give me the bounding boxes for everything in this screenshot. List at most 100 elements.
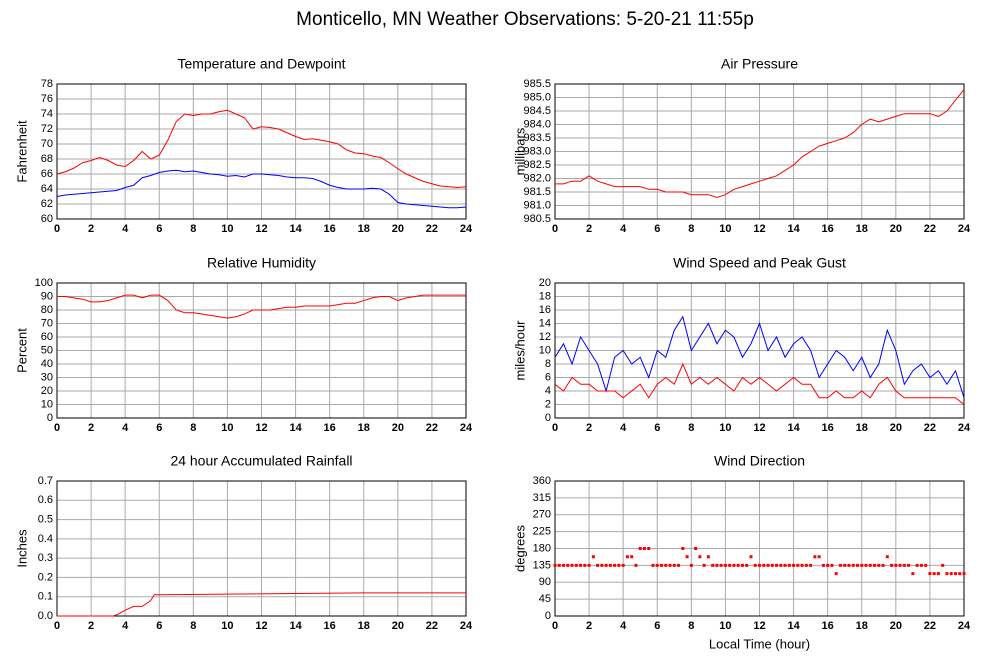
y-tick-label: 50: [41, 344, 53, 356]
y-tick-label: 985.5: [523, 78, 551, 90]
data-point: [591, 555, 595, 559]
data-point: [638, 547, 642, 550]
y-axis-label: miles/hour: [512, 320, 527, 381]
y-axis-label: Inches: [14, 529, 29, 568]
y-tick-label: 100: [35, 277, 53, 289]
data-point: [617, 563, 621, 567]
x-tick-label: 10: [221, 620, 233, 632]
data-point: [817, 555, 821, 559]
y-tick-label: 360: [533, 475, 551, 487]
panel-title: Wind Speed and Peak Gust: [673, 255, 846, 271]
x-tick-label: 2: [88, 620, 94, 632]
data-point: [702, 563, 706, 567]
data-point: [770, 563, 774, 567]
panel-title: Air Pressure: [721, 56, 798, 72]
x-tick-label: 22: [426, 422, 438, 434]
x-tick-label: 20: [890, 422, 902, 434]
x-tick-label: 8: [688, 223, 694, 235]
data-point: [860, 563, 864, 567]
x-tick-label: 12: [753, 223, 765, 235]
data-point: [800, 563, 804, 567]
data-line: [56, 109, 467, 189]
data-point: [634, 563, 638, 567]
data-point: [587, 563, 591, 567]
x-tick-label: 22: [426, 620, 438, 632]
x-tick-label: 24: [958, 620, 971, 632]
data-point: [664, 563, 668, 567]
data-point: [753, 563, 757, 567]
x-tick-label: 12: [753, 422, 765, 434]
y-tick-label: 66: [41, 168, 53, 180]
x-tick-label: 4: [122, 223, 129, 235]
x-tick-label: 12: [255, 422, 267, 434]
data-line: [56, 169, 467, 209]
y-tick-label: 14: [539, 317, 551, 329]
plot-frame: [554, 83, 965, 220]
data-point: [779, 563, 783, 567]
x-tick-label: 2: [88, 223, 94, 235]
data-line: [57, 294, 466, 319]
data-point: [579, 563, 583, 567]
data-point: [557, 563, 561, 567]
x-tick-label: 20: [392, 620, 404, 632]
data-point: [711, 563, 715, 567]
y-tick-label: 72: [41, 123, 53, 135]
data-point: [719, 563, 723, 567]
y-tick-label: 180: [533, 542, 551, 554]
y-tick-label: 8: [545, 358, 551, 370]
data-point: [745, 563, 749, 567]
x-tick-label: 18: [856, 620, 868, 632]
x-tick-label: 4: [620, 422, 627, 434]
y-tick-label: 16: [539, 304, 551, 316]
y-tick-label: 981.0: [523, 199, 551, 211]
y-tick-label: 0: [47, 412, 53, 424]
y-tick-label: 0.3: [38, 552, 53, 564]
x-tick-label: 14: [787, 422, 800, 434]
x-tick-label: 8: [190, 620, 196, 632]
x-tick-label: 0: [54, 223, 60, 235]
data-point: [847, 563, 851, 567]
data-point: [958, 572, 962, 576]
x-tick-label: 6: [156, 223, 162, 235]
data-point: [732, 563, 736, 567]
data-point: [728, 563, 732, 567]
x-tick-label: 0: [552, 620, 558, 632]
data-point: [877, 563, 881, 567]
x-tick-label: 8: [688, 422, 694, 434]
x-tick-label: 10: [719, 620, 731, 632]
data-point: [570, 563, 574, 567]
x-tick-label: 22: [924, 223, 936, 235]
x-tick-label: 22: [924, 422, 936, 434]
data-point: [809, 563, 813, 567]
y-tick-label: 982.5: [523, 159, 551, 171]
y-tick-label: 60: [41, 331, 53, 343]
data-point: [864, 563, 868, 567]
data-point: [766, 563, 770, 567]
data-point: [804, 563, 808, 567]
x-tick-label: 2: [88, 422, 94, 434]
data-point: [890, 563, 894, 567]
y-tick-label: 225: [533, 526, 551, 538]
x-tick-label: 8: [190, 422, 196, 434]
data-point: [740, 563, 744, 567]
y-tick-label: 315: [533, 492, 551, 504]
data-point: [723, 563, 727, 567]
x-tick-label: 14: [289, 223, 302, 235]
data-point: [600, 563, 604, 567]
data-point: [736, 563, 740, 567]
x-tick-label: 20: [890, 223, 902, 235]
data-point: [749, 555, 753, 559]
data-point: [911, 572, 915, 576]
data-point: [553, 563, 557, 567]
data-point: [830, 563, 834, 567]
data-point: [698, 555, 702, 559]
data-point: [660, 563, 664, 567]
panel-title: 24 hour Accumulated Rainfall: [170, 453, 352, 469]
data-point: [868, 563, 872, 567]
y-tick-label: 20: [41, 385, 53, 397]
y-tick-label: 135: [533, 559, 551, 571]
data-point: [924, 563, 928, 567]
x-tick-label: 16: [822, 620, 834, 632]
data-line: [554, 315, 965, 398]
